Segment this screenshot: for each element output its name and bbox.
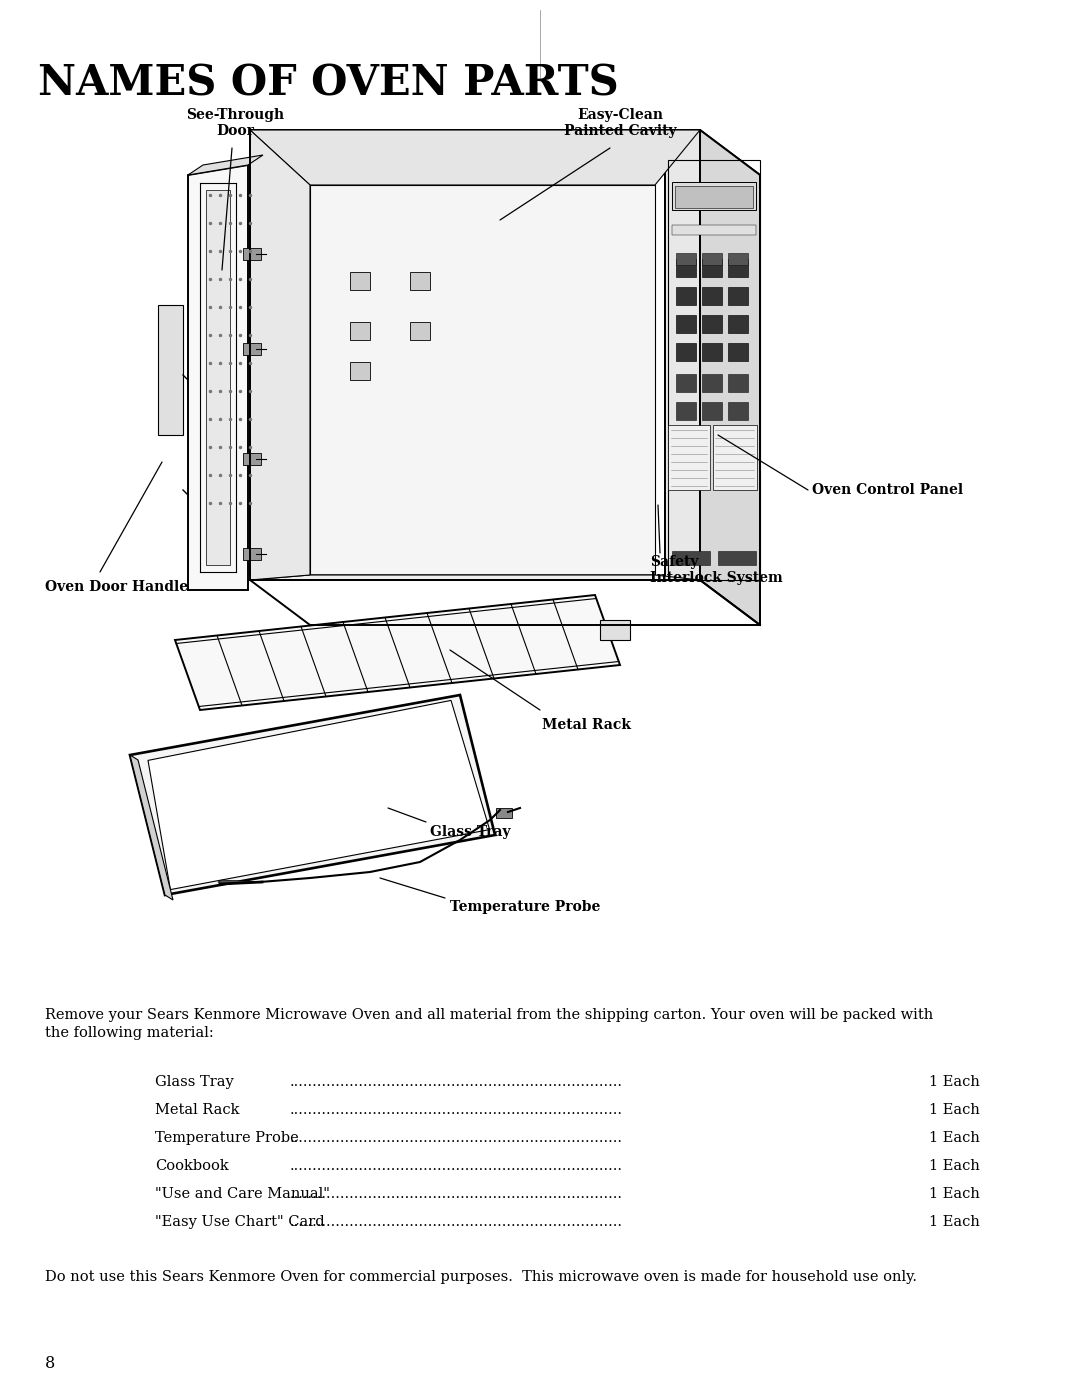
Polygon shape — [249, 130, 665, 581]
Text: ........................................................................: ........................................… — [291, 1130, 623, 1144]
Bar — [676, 402, 696, 420]
Polygon shape — [249, 130, 760, 175]
Bar — [350, 322, 370, 340]
Bar — [676, 343, 696, 361]
Text: "Easy Use Chart" Card: "Easy Use Chart" Card — [156, 1214, 325, 1228]
Bar — [243, 343, 261, 355]
Text: Metal Rack: Metal Rack — [542, 718, 631, 732]
Bar — [600, 620, 630, 639]
Polygon shape — [249, 575, 654, 581]
Bar — [158, 305, 183, 435]
Text: Oven Control Panel: Oven Control Panel — [812, 483, 963, 497]
Polygon shape — [130, 755, 173, 900]
Text: "Use and Care Manual": "Use and Care Manual" — [156, 1186, 329, 1200]
Polygon shape — [218, 880, 262, 884]
Bar — [410, 322, 430, 340]
Text: ........................................................................: ........................................… — [291, 1074, 623, 1088]
Polygon shape — [249, 130, 310, 581]
Text: 1 Each: 1 Each — [929, 1074, 980, 1088]
Bar — [713, 425, 757, 490]
Polygon shape — [700, 130, 760, 625]
Bar — [676, 259, 696, 277]
Text: 1 Each: 1 Each — [929, 1158, 980, 1172]
Text: ........................................................................: ........................................… — [291, 1158, 623, 1172]
Polygon shape — [249, 575, 700, 581]
Bar — [669, 159, 760, 581]
Bar — [728, 374, 748, 392]
Bar — [243, 453, 261, 464]
Text: ........................................................................: ........................................… — [291, 1102, 623, 1116]
Bar — [728, 287, 748, 305]
Bar — [243, 548, 261, 560]
Bar — [496, 809, 512, 818]
Text: 1 Each: 1 Each — [929, 1102, 980, 1116]
Text: Temperature Probe: Temperature Probe — [450, 900, 600, 914]
Bar — [350, 362, 370, 381]
Text: Cookbook: Cookbook — [156, 1158, 229, 1172]
Text: See-Through
Door: See-Through Door — [186, 108, 284, 139]
Bar — [718, 551, 756, 565]
Polygon shape — [310, 185, 654, 575]
Bar — [702, 402, 723, 420]
Bar — [206, 190, 230, 565]
Bar — [728, 402, 748, 420]
Text: Glass Tray: Glass Tray — [430, 825, 511, 839]
Polygon shape — [188, 165, 248, 590]
Bar — [350, 271, 370, 290]
Text: 8: 8 — [45, 1356, 55, 1372]
Bar — [702, 287, 723, 305]
Polygon shape — [175, 595, 620, 711]
Bar — [675, 186, 753, 208]
Text: Easy-Clean
Painted Cavity: Easy-Clean Painted Cavity — [564, 108, 676, 139]
Polygon shape — [665, 130, 700, 581]
Text: Oven Door Handle: Oven Door Handle — [45, 581, 188, 595]
Bar — [702, 315, 723, 333]
Bar — [672, 551, 710, 565]
Bar — [676, 253, 696, 264]
Text: Temperature Probe: Temperature Probe — [156, 1130, 299, 1144]
Bar — [728, 343, 748, 361]
Bar — [669, 425, 710, 490]
Text: Remove your Sears Kenmore Microwave Oven and all material from the shipping cart: Remove your Sears Kenmore Microwave Oven… — [45, 1009, 933, 1041]
Bar — [410, 271, 430, 290]
Bar — [672, 225, 756, 235]
Text: NAMES OF OVEN PARTS: NAMES OF OVEN PARTS — [38, 62, 619, 104]
Bar — [702, 253, 723, 264]
Bar — [676, 287, 696, 305]
Text: Metal Rack: Metal Rack — [156, 1102, 240, 1116]
Text: 1 Each: 1 Each — [929, 1130, 980, 1144]
Text: Safety
Interlock System: Safety Interlock System — [650, 555, 783, 585]
Bar — [676, 374, 696, 392]
Text: ........................................................................: ........................................… — [291, 1214, 623, 1228]
Bar — [728, 259, 748, 277]
Text: 1 Each: 1 Each — [929, 1186, 980, 1200]
Bar — [702, 259, 723, 277]
Bar — [243, 248, 261, 260]
Bar — [728, 315, 748, 333]
Text: 1 Each: 1 Each — [929, 1214, 980, 1228]
Bar — [702, 343, 723, 361]
Text: Glass Tray: Glass Tray — [156, 1074, 233, 1088]
Polygon shape — [249, 130, 700, 185]
Bar — [672, 182, 756, 210]
Text: ........................................................................: ........................................… — [291, 1186, 623, 1200]
Bar — [676, 315, 696, 333]
Polygon shape — [130, 695, 495, 895]
Polygon shape — [188, 155, 264, 175]
Bar — [702, 374, 723, 392]
Text: Do not use this Sears Kenmore Oven for commercial purposes.  This microwave oven: Do not use this Sears Kenmore Oven for c… — [45, 1270, 917, 1284]
Polygon shape — [148, 701, 489, 890]
Bar — [728, 253, 748, 264]
